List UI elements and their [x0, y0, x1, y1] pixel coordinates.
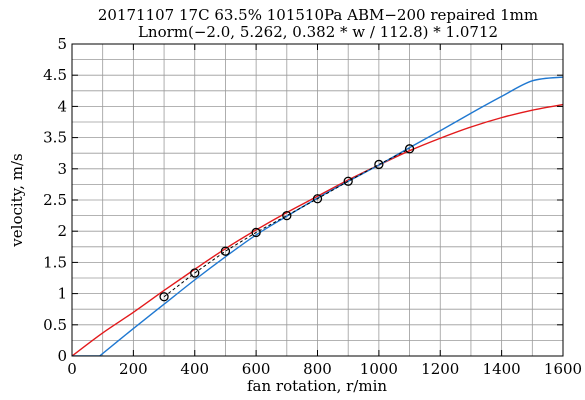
data-point-marker — [251, 227, 261, 238]
y-tick-label: 2.5 — [43, 191, 67, 209]
plot-area — [72, 76, 563, 356]
chart-title: 20171107 17C 63.5% 101510Pa ABM−200 repa… — [98, 6, 538, 24]
data-point-marker — [282, 210, 292, 221]
y-tick-label: 0.5 — [43, 316, 67, 334]
x-tick-label: 1200 — [421, 360, 459, 378]
y-axis-label: velocity, m/s — [8, 153, 26, 247]
x-tick-label: 800 — [303, 360, 332, 378]
data-point-marker — [343, 176, 353, 186]
x-tick-label: 0 — [67, 360, 77, 378]
y-tick-label: 5 — [57, 35, 67, 53]
x-tick-label: 1600 — [544, 360, 582, 378]
series-line-1 — [72, 103, 563, 356]
x-tick-label: 1400 — [483, 360, 521, 378]
data-point-marker — [404, 144, 415, 154]
chart-subtitle: Lnorm(−2.0, 5.262, 0.382 * w / 112.8) * … — [138, 23, 498, 41]
y-tick-label: 4 — [57, 97, 67, 115]
data-point-marker — [374, 159, 384, 170]
x-tick-label: 400 — [180, 360, 209, 378]
y-tick-label: 1 — [57, 285, 67, 303]
y-tick-label: 0 — [57, 347, 67, 365]
x-axis-label: fan rotation, r/min — [247, 377, 387, 395]
grid — [72, 44, 563, 356]
x-tick-label: 200 — [119, 360, 148, 378]
y-tick-label: 2 — [57, 222, 67, 240]
y-tick-label: 3 — [57, 160, 67, 178]
x-tick-label: 600 — [242, 360, 271, 378]
axis-ticks: 0 200 400 600 800 1000 1200 1400 1600 0 0.5 1 1.5 2 2.… — [43, 35, 582, 378]
data-point-marker — [312, 194, 323, 204]
y-tick-label: 1.5 — [43, 253, 67, 271]
data-point-marker — [159, 292, 169, 302]
data-point-marker — [190, 268, 200, 278]
measured-dashed-line — [163, 148, 410, 298]
y-tick-label: 4.5 — [43, 66, 67, 84]
y-tick-label: 3.5 — [43, 129, 67, 147]
x-tick-label: 1000 — [360, 360, 398, 378]
data-point-marker — [220, 246, 231, 256]
